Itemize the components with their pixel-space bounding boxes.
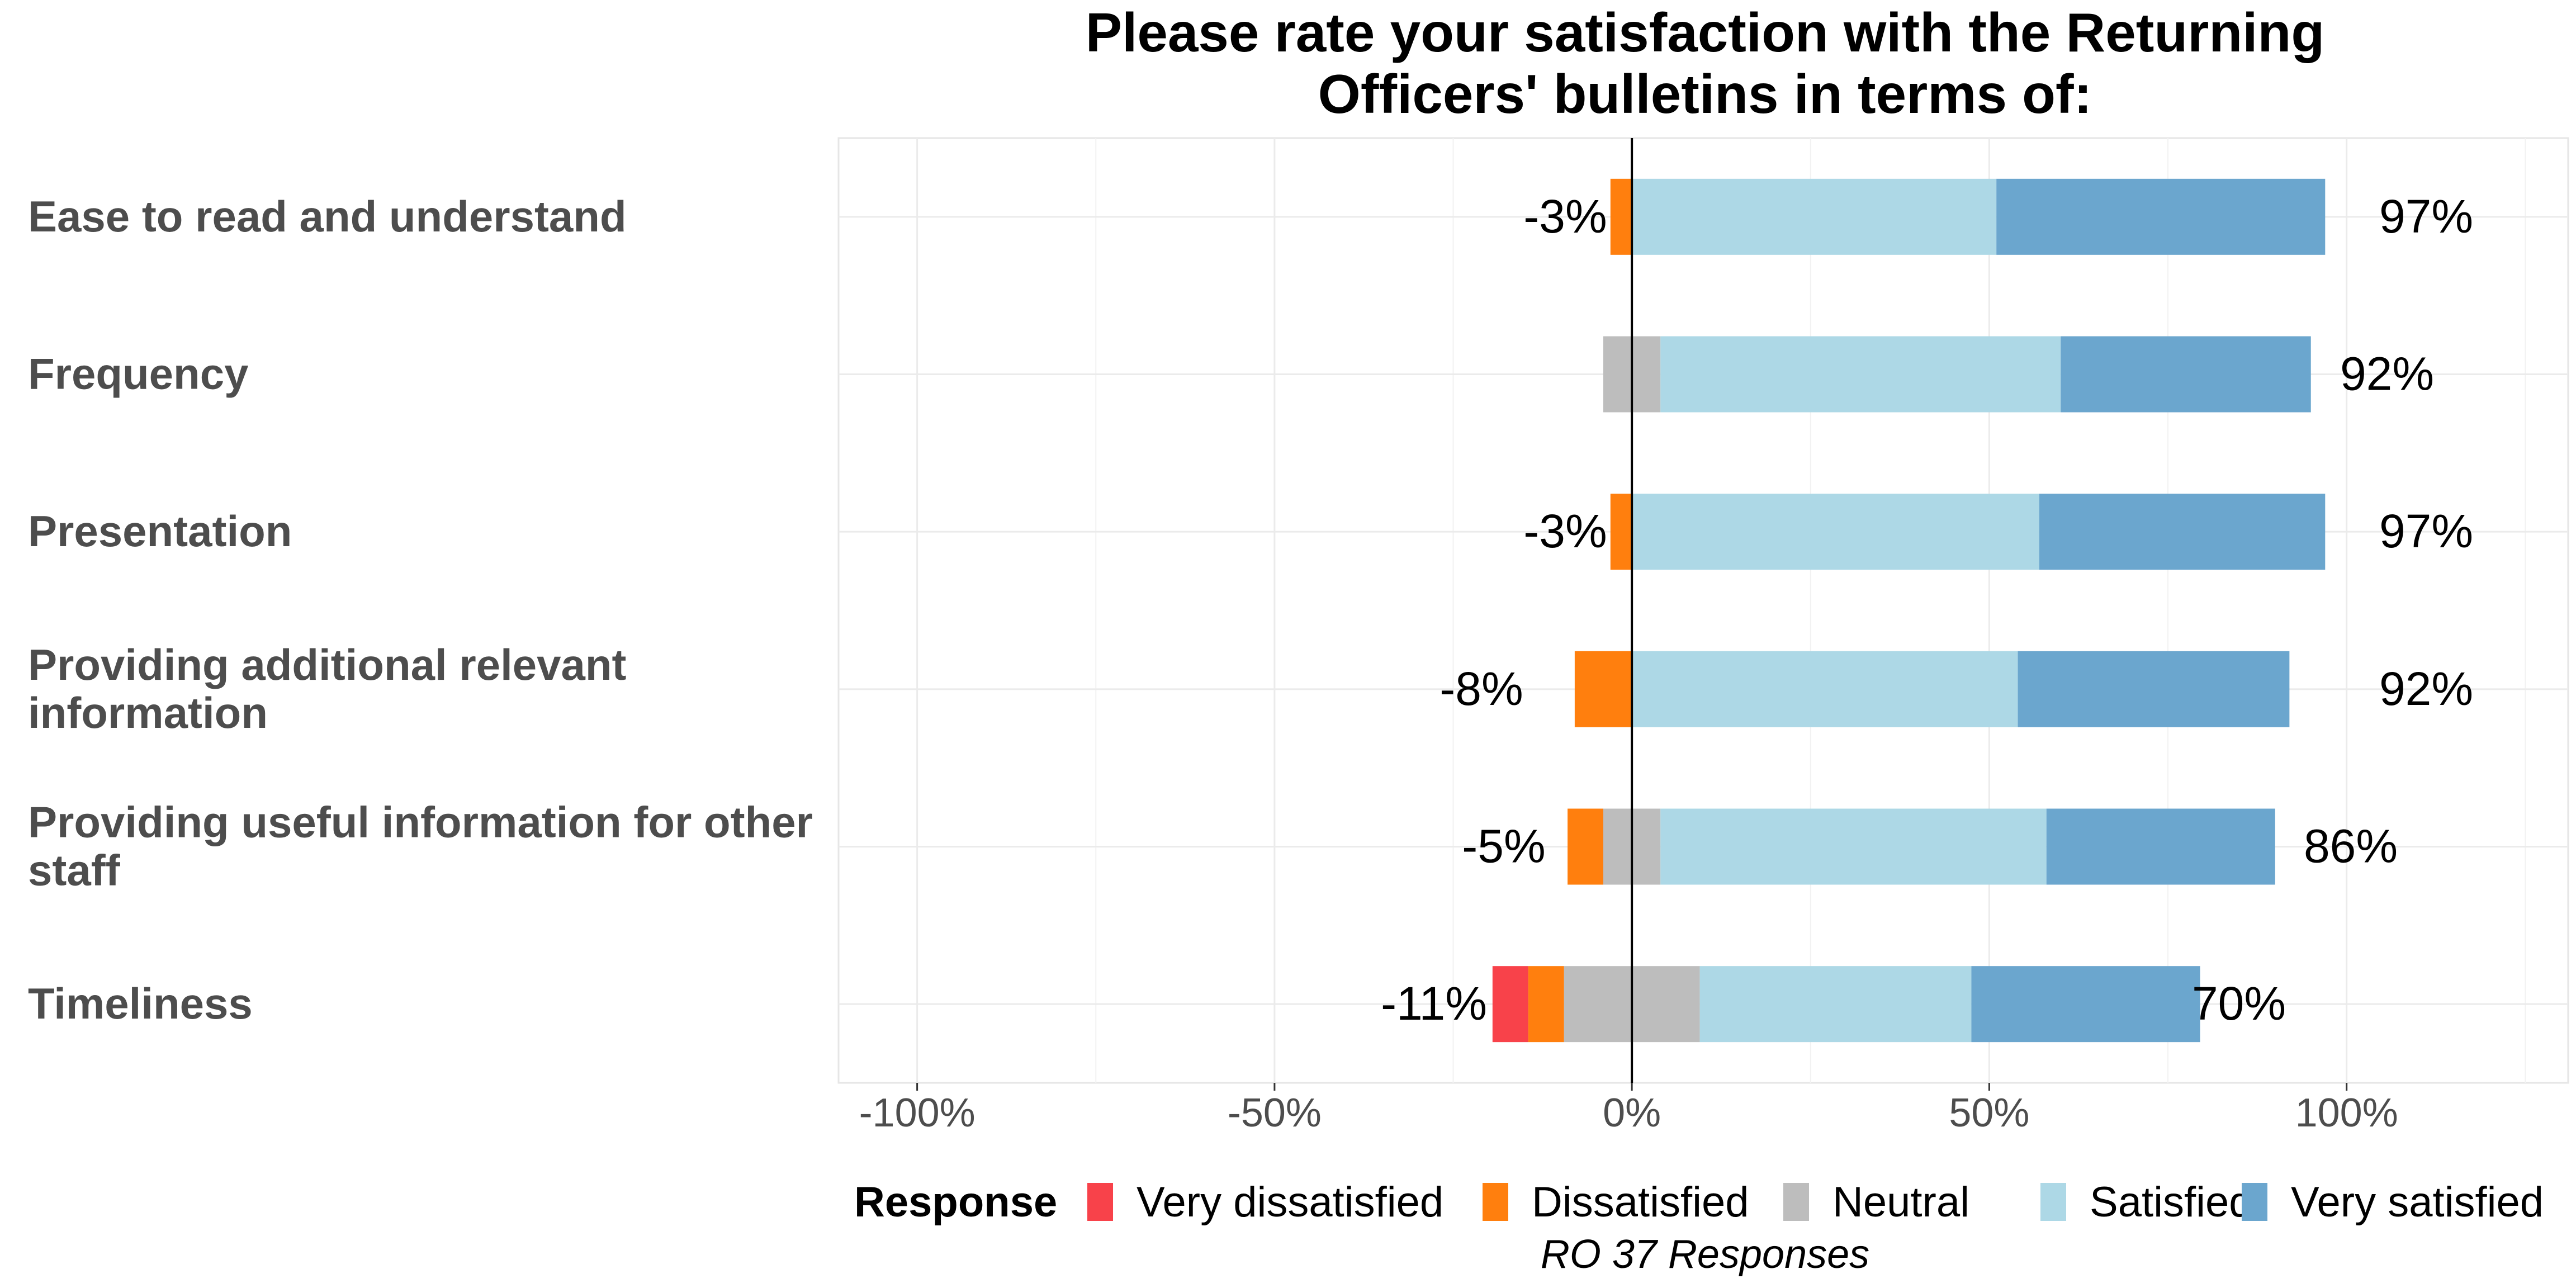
bar-segment-neutral xyxy=(1603,808,1632,885)
bar-segment-dissatisfied xyxy=(1574,651,1632,727)
bar-segment-dissatisfied xyxy=(1568,808,1604,885)
bar-segment-very-satisfied xyxy=(2018,651,2290,727)
bar-segment-neutral xyxy=(1632,336,1661,413)
category-label: Frequency xyxy=(28,349,248,399)
bar-segment-satisfied xyxy=(1660,808,2047,885)
bar-segment-very-satisfied xyxy=(1996,178,2326,255)
category-label: staff xyxy=(28,846,121,895)
positive-data-label: 92% xyxy=(2340,348,2434,400)
legend-key xyxy=(1087,1183,1113,1221)
category-label: Providing additional relevant xyxy=(28,640,627,689)
negative-data-label: -8% xyxy=(1439,662,1523,715)
positive-data-label: 92% xyxy=(2379,662,2473,715)
category-label: Providing useful information for other xyxy=(28,798,813,847)
bar-segment-satisfied xyxy=(1660,336,2061,413)
negative-data-label: -5% xyxy=(1462,820,1545,873)
bar-segment-neutral xyxy=(1632,808,1661,885)
bar-segment-very-satisfied xyxy=(2039,494,2326,570)
x-tick-label: 0% xyxy=(1603,1091,1661,1135)
bar-segment-satisfied xyxy=(1632,494,2039,570)
legend-item-label: Dissatisfied xyxy=(1532,1178,1749,1226)
negative-data-label: -11% xyxy=(1381,977,1487,1030)
category-label: Presentation xyxy=(28,506,292,556)
legend-title: Response xyxy=(854,1178,1057,1226)
negative-data-label: -3% xyxy=(1523,505,1607,557)
x-tick-label: 50% xyxy=(1949,1091,2029,1135)
positive-data-label: 97% xyxy=(2379,190,2473,243)
legend-key xyxy=(2242,1183,2267,1221)
legend-item-label: Very dissatisfied xyxy=(1137,1178,1443,1226)
bar-segment-neutral xyxy=(1632,966,1700,1043)
bar-segment-very-satisfied xyxy=(1971,966,2200,1043)
x-tick-label: -50% xyxy=(1228,1091,1322,1135)
bar-segment-very-satisfied xyxy=(2061,336,2311,413)
positive-data-label: 70% xyxy=(2192,977,2286,1030)
legend-item-label: Satisfied xyxy=(2090,1178,2253,1226)
negative-data-label: -3% xyxy=(1523,190,1607,243)
bar-segment-neutral xyxy=(1564,966,1632,1043)
legend-key xyxy=(2040,1183,2066,1221)
bar-segment-neutral xyxy=(1603,336,1632,413)
bar-segment-dissatisfied xyxy=(1610,178,1632,255)
plot-panel xyxy=(837,137,2569,1084)
legend-item-label: Neutral xyxy=(1832,1178,1969,1226)
chart-title: Please rate your satisfaction with the R… xyxy=(1086,2,2324,63)
chart-caption: RO 37 Responses xyxy=(1541,1232,1869,1277)
category-label: Ease to read and understand xyxy=(28,192,627,241)
positive-data-label: 86% xyxy=(2304,820,2398,873)
x-tick-label: -100% xyxy=(859,1091,976,1135)
bar-segment-satisfied xyxy=(1632,651,2018,727)
chart-title: Officers' bulletins in terms of: xyxy=(1318,63,2092,125)
legend-key xyxy=(1483,1183,1508,1221)
bar-segment-satisfied xyxy=(1699,966,1972,1043)
bar-segment-very-satisfied xyxy=(2046,808,2275,885)
x-tick-label: 100% xyxy=(2295,1091,2398,1135)
legend-item-label: Very satisfied xyxy=(2291,1178,2544,1226)
positive-data-label: 97% xyxy=(2379,505,2473,557)
category-label: information xyxy=(28,688,268,737)
bar-segment-dissatisfied xyxy=(1610,494,1632,570)
bar-segment-very-dissatisfied xyxy=(1492,966,1528,1043)
bar-segment-dissatisfied xyxy=(1528,966,1564,1043)
category-label: Timeliness xyxy=(28,979,253,1028)
legend-key xyxy=(1783,1183,1809,1221)
bar-segment-satisfied xyxy=(1632,178,1997,255)
